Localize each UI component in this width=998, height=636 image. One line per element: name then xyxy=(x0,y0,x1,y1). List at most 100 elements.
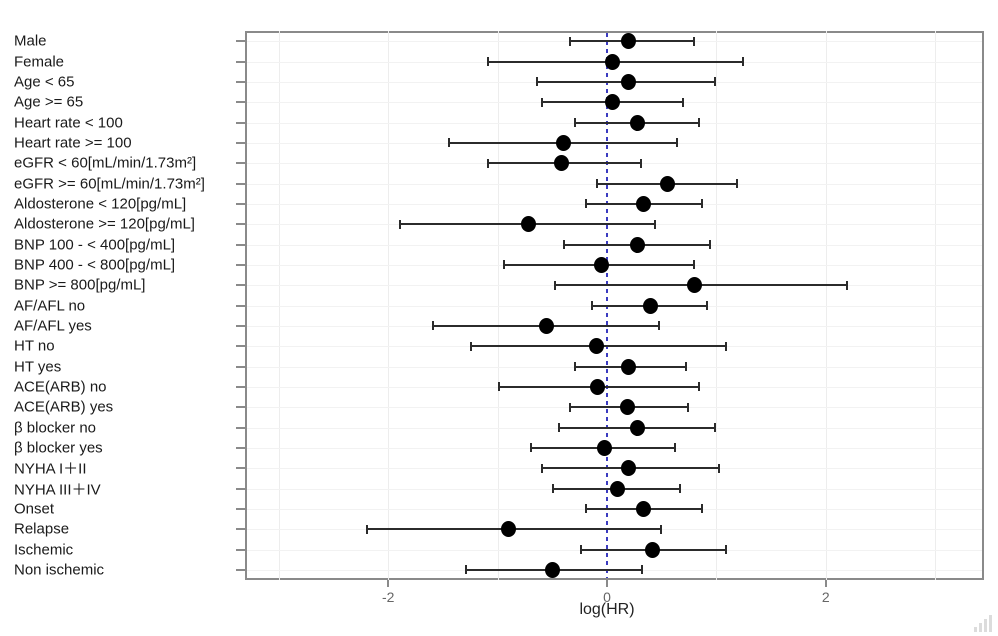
row-label: HT no xyxy=(14,337,55,355)
ci-cap-low xyxy=(590,301,593,310)
ci-cap-high xyxy=(684,362,687,371)
ci-cap-high xyxy=(692,260,695,270)
row-label: AF/AFL no xyxy=(14,297,86,314)
point-estimate-dot xyxy=(555,134,571,151)
row-axis-tick xyxy=(236,487,245,490)
ci-cap-low xyxy=(579,545,582,554)
point-estimate-dot xyxy=(588,338,604,355)
ci-cap-low xyxy=(554,280,557,290)
ci-cap-high xyxy=(714,77,717,87)
ci-cap-high xyxy=(714,423,717,432)
point-estimate-dot xyxy=(621,358,637,375)
point-estimate-dot xyxy=(621,73,637,90)
ci-cap-low xyxy=(503,260,506,270)
ci-cap-high xyxy=(657,321,660,331)
point-estimate-dot xyxy=(553,155,569,172)
ci-cap-high xyxy=(679,484,682,493)
row-axis-tick xyxy=(236,182,245,185)
row-axis-tick xyxy=(236,507,245,510)
row-axis-tick xyxy=(236,121,245,124)
row-axis-tick xyxy=(236,141,245,144)
ci-cap-high xyxy=(659,524,662,534)
ci-cap-low xyxy=(431,321,434,331)
point-estimate-dot xyxy=(594,256,610,273)
ci-cap-low xyxy=(585,504,588,514)
row-axis-tick xyxy=(236,243,245,246)
x-tick-label: 2 xyxy=(821,589,830,605)
ci-cap-high xyxy=(717,463,720,473)
point-estimate-dot xyxy=(630,419,646,436)
ci-cap-low xyxy=(568,402,571,412)
row-label: Aldosterone >= 120[pg/mL] xyxy=(14,215,195,233)
ci-cap-high xyxy=(725,341,728,351)
ci-cap-high xyxy=(845,280,848,290)
point-estimate-dot xyxy=(630,114,646,131)
point-estimate-dot xyxy=(597,439,613,456)
point-estimate-dot xyxy=(635,500,651,517)
row-label: BNP >= 800[pg/mL] xyxy=(14,276,146,294)
ci-cap-low xyxy=(470,341,473,351)
point-estimate-dot xyxy=(645,541,661,558)
ci-cap-low xyxy=(497,382,500,392)
ci-cap-high xyxy=(741,57,744,66)
row-axis-tick xyxy=(236,365,245,368)
point-estimate-dot xyxy=(643,297,659,314)
ci-cap-high xyxy=(673,443,676,453)
ci-cap-low xyxy=(585,199,588,209)
ci-cap-high xyxy=(705,301,708,310)
row-label: Non ischemic xyxy=(14,561,105,579)
row-label: AF/AFL yes xyxy=(14,317,92,335)
row-label: HT yes xyxy=(14,358,62,375)
row-label: β blocker no xyxy=(14,419,97,436)
ci-cap-low xyxy=(464,565,467,575)
row-axis-tick xyxy=(236,162,245,165)
ci-cap-high xyxy=(654,219,657,229)
x-tick-label: 0 xyxy=(603,589,611,605)
x-axis-tick xyxy=(606,580,608,587)
ci-cap-low xyxy=(552,484,555,493)
row-axis-tick xyxy=(236,467,245,470)
row-label: NYHA I＋II xyxy=(14,460,87,478)
ci-cap-low xyxy=(486,158,489,168)
ci-cap-high xyxy=(701,504,704,514)
row-label: BNP 400 - < 800[pg/mL] xyxy=(14,256,176,274)
ci-cap-low xyxy=(541,97,544,107)
row-label: Heart rate < 100 xyxy=(14,114,123,131)
ci-cap-high xyxy=(697,382,700,392)
ci-cap-low xyxy=(530,443,533,453)
point-estimate-dot xyxy=(687,277,703,294)
x-tick-label: -2 xyxy=(381,589,395,605)
point-estimate-dot xyxy=(630,236,646,253)
point-estimate-dot xyxy=(604,94,620,111)
row-axis-tick xyxy=(236,406,245,409)
row-label: eGFR < 60[mL/min/1.73m²] xyxy=(14,154,197,172)
point-estimate-dot xyxy=(610,480,626,497)
row-label: Age < 65 xyxy=(14,73,75,91)
row-axis-tick xyxy=(236,304,245,307)
point-estimate-dot xyxy=(621,33,637,50)
ci-cap-low xyxy=(486,57,489,66)
row-axis-tick xyxy=(236,284,245,287)
x-axis-title: log(HR) xyxy=(579,601,635,618)
ci-cap-high xyxy=(681,97,684,107)
ci-cap-low xyxy=(568,36,571,46)
row-axis-tick xyxy=(236,101,245,104)
corner-signal-bars-mark xyxy=(974,615,992,632)
point-estimate-dot xyxy=(635,195,651,212)
row-axis-tick xyxy=(236,568,245,571)
row-axis-tick xyxy=(236,426,245,429)
row-label: Onset xyxy=(14,500,55,518)
row-label: BNP 100 - < 400[pg/mL] xyxy=(14,236,176,253)
row-axis-tick xyxy=(236,528,245,531)
ci-cap-low xyxy=(574,118,577,127)
row-label: β blocker yes xyxy=(14,439,103,457)
ci-cap-low xyxy=(399,219,402,229)
ci-cap-low xyxy=(535,77,538,87)
row-label: Male xyxy=(14,32,47,50)
row-axis-tick xyxy=(236,202,245,205)
x-axis-tick xyxy=(824,580,827,587)
row-label: ACE(ARB) no xyxy=(14,378,107,396)
ci-cap-high xyxy=(640,158,642,168)
point-estimate-dot xyxy=(544,561,560,578)
row-label: Aldosterone < 120[pg/mL] xyxy=(14,195,187,213)
